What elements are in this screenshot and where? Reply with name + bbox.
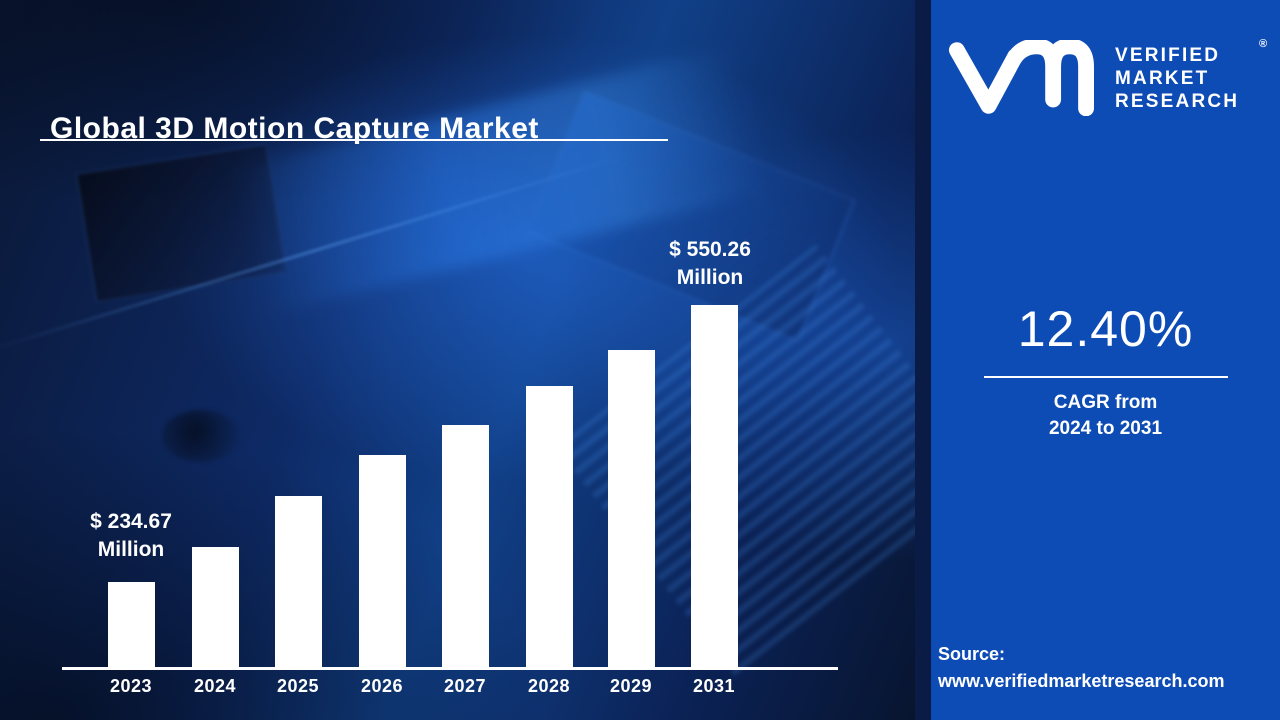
panel-divider [915,0,931,720]
brand-line-2: MARKET [1115,68,1210,89]
info-panel: VERIFIED MARKET RESEARCH ® 12.40% CAGR f… [931,0,1280,720]
start-value-amount: $ 234.67 [90,510,172,533]
brand-name: VERIFIED MARKET RESEARCH [1115,44,1239,113]
x-tick-2024: 2024 [193,676,237,696]
bar-2024 [191,547,239,668]
cagr-caption-line-1: CAGR from [1053,392,1158,413]
solder-pad-shape [162,410,240,462]
x-tick-2025: 2025 [276,676,320,696]
end-value-unit: Million [676,266,744,289]
source-block: Source: www.verifiedmarketresearch.com [938,641,1224,695]
brand-line-3: RESEARCH [1115,91,1240,112]
bar-2026 [358,455,406,668]
bar-2028 [525,386,573,668]
bar-2027 [441,425,489,668]
cagr-caption: CAGR from 2024 to 2031 [931,390,1280,442]
cagr-underline [984,376,1228,378]
title-underline [40,139,668,141]
vmr-monogram-icon [948,40,1094,116]
end-value-amount: $ 550.26 [669,238,751,261]
vmr-logo: VERIFIED MARKET RESEARCH ® [939,36,1273,120]
start-value-label: $ 234.67 Million [51,508,211,564]
cagr-caption-line-2: 2024 to 2031 [1048,418,1163,439]
cagr-value: 12.40% [1017,301,1194,357]
bar-2023 [107,582,155,668]
bar-2029 [607,350,655,668]
x-tick-2027: 2027 [443,676,487,696]
x-tick-2023: 2023 [109,676,153,696]
start-value-unit: Million [97,538,165,561]
source-url-link[interactable]: www.verifiedmarketresearch.com [938,671,1225,691]
x-tick-2028: 2028 [527,676,571,696]
bar-chart [107,305,738,668]
end-value-label: $ 550.26 Million [630,236,790,292]
x-tick-2031: 2031 [692,676,736,696]
bar-2025 [274,496,322,668]
x-tick-2026: 2026 [360,676,404,696]
source-label: Source: [938,644,1006,664]
x-tick-2029: 2029 [609,676,653,696]
x-axis-line [62,667,838,670]
bar-2031 [690,305,738,668]
x-axis-labels: 2023 2024 2025 2026 2027 2028 2029 2031 [0,676,915,702]
registered-trademark-icon: ® [1259,38,1268,50]
brand-line-1: VERIFIED [1115,45,1221,66]
